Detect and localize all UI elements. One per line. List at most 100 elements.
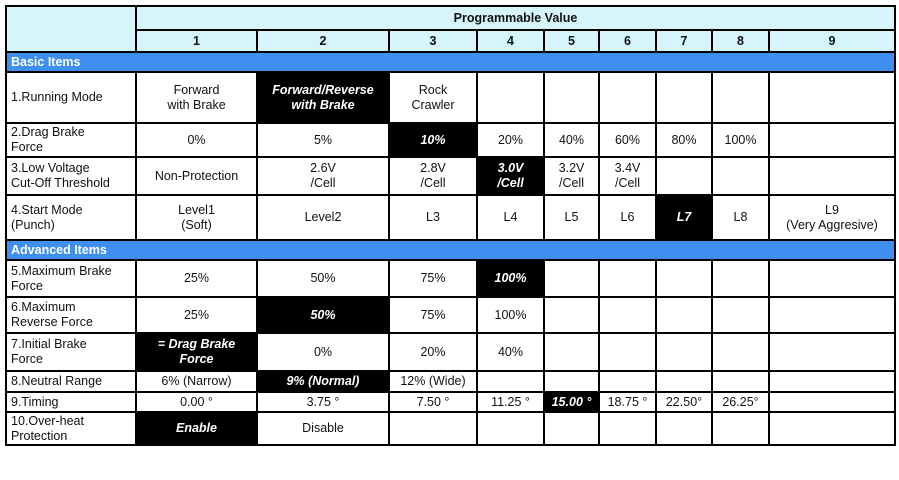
empty-cell (476, 370, 545, 393)
empty-cell (543, 332, 600, 372)
value-cell: L5 (543, 194, 600, 241)
section-row-advanced: Advanced Items (4, 239, 897, 261)
selected-value-cell: L7 (655, 194, 713, 241)
empty-cell (598, 71, 657, 124)
value-cell: 60% (598, 122, 657, 158)
empty-cell (711, 370, 770, 393)
value-cell: Disable (256, 411, 390, 446)
table-row: 8.Neutral Range 6% (Narrow) 9% (Normal) 12%… (5, 370, 897, 393)
empty-cell (655, 296, 713, 334)
empty-cell (598, 259, 657, 298)
value-cell: 40% (476, 332, 545, 372)
empty-cell (767, 332, 897, 372)
empty-cell (655, 332, 713, 372)
table-row: 4.Start Mode (Punch) Level1 (Soft) Level2 L… (5, 194, 897, 241)
value-cell: 3.75 ° (256, 391, 390, 413)
empty-cell (711, 411, 770, 446)
value-cell: 0.00 ° (135, 391, 258, 413)
value-cell: 11.25 ° (476, 391, 545, 413)
empty-cell (711, 296, 770, 334)
column-header-5: 5 (543, 29, 600, 53)
value-cell: 18.75 ° (598, 391, 657, 413)
section-header-advanced: Advanced Items (4, 239, 897, 261)
empty-cell (711, 71, 770, 124)
value-cell: L4 (476, 194, 545, 241)
value-cell: L8 (711, 194, 770, 241)
value-cell: 12% (Wide) (388, 370, 478, 393)
selected-value-cell: 10% (388, 122, 478, 158)
value-cell: Level2 (256, 194, 390, 241)
column-header-6: 6 (598, 29, 657, 53)
empty-cell (388, 411, 478, 446)
value-cell: 20% (476, 122, 545, 158)
row-label: 4.Start Mode (Punch) (5, 194, 137, 241)
table-title: Programmable Value (134, 5, 897, 31)
selected-value-cell: 15.00 ° (543, 391, 600, 413)
value-cell: L6 (598, 194, 657, 241)
empty-cell (655, 71, 713, 124)
empty-cell (543, 370, 600, 393)
row-label: 7.Initial Brake Force (5, 332, 137, 372)
value-cell: Forward with Brake (135, 71, 258, 124)
row-label: 2.Drag Brake Force (5, 122, 137, 158)
empty-cell (655, 259, 713, 298)
column-header-8: 8 (711, 29, 770, 53)
empty-cell (767, 156, 897, 196)
empty-cell (767, 71, 897, 124)
value-cell: 0% (256, 332, 390, 372)
empty-cell (767, 122, 897, 158)
value-cell: Rock Crawler (388, 71, 478, 124)
row-label: 5.Maximum Brake Force (5, 259, 137, 298)
empty-cell (543, 296, 600, 334)
table-row: 1.Running Mode Forward with Brake Forward/… (5, 71, 897, 124)
selected-value-cell: 100% (476, 259, 545, 298)
column-header-4: 4 (476, 29, 545, 53)
value-cell: 26.25° (711, 391, 770, 413)
selected-value-cell: 3.0V /Cell (476, 156, 545, 196)
value-cell: 20% (388, 332, 478, 372)
row-label: 1.Running Mode (5, 71, 137, 124)
column-header-1: 1 (135, 29, 258, 53)
empty-cell (655, 156, 713, 196)
value-cell: 25% (135, 296, 258, 334)
value-cell: Non-Protection (135, 156, 258, 196)
value-cell: 75% (388, 259, 478, 298)
column-header-2: 2 (256, 29, 390, 53)
value-cell: 2.6V /Cell (256, 156, 390, 196)
value-cell: 75% (388, 296, 478, 334)
value-cell: 3.4V /Cell (598, 156, 657, 196)
row-label: 3.Low Voltage Cut-Off Threshold (5, 156, 137, 196)
empty-cell (598, 411, 657, 446)
empty-cell (711, 332, 770, 372)
empty-cell (655, 370, 713, 393)
column-header-7: 7 (655, 29, 713, 53)
table-row: 2.Drag Brake Force 0% 5% 10% 20% 40% 60% 80% 100… (5, 122, 897, 158)
empty-cell (711, 259, 770, 298)
column-header-3: 3 (388, 29, 478, 53)
table-row: 7.Initial Brake Force = Drag Brake Force 0… (5, 332, 897, 372)
empty-cell (598, 332, 657, 372)
value-cell: L9 (Very Aggresive) (767, 194, 897, 241)
selected-value-cell: Enable (135, 411, 258, 446)
value-cell: 22.50° (655, 391, 713, 413)
empty-cell (543, 411, 600, 446)
value-cell: 25% (135, 259, 258, 298)
section-header-basic: Basic Items (4, 51, 897, 73)
selected-value-cell: Forward/Reverse with Brake (256, 71, 390, 124)
table-row: 5.Maximum Brake Force 25% 50% 75% 100% (5, 259, 897, 298)
value-cell: 2.8V /Cell (388, 156, 478, 196)
header-corner (5, 5, 137, 53)
value-cell: 7.50 ° (388, 391, 478, 413)
row-label: 9.Timing (5, 391, 137, 413)
empty-cell (476, 411, 545, 446)
empty-cell (598, 370, 657, 393)
value-cell: 40% (543, 122, 600, 158)
column-header-9: 9 (767, 29, 897, 53)
empty-cell (476, 71, 545, 124)
value-cell: 80% (655, 122, 713, 158)
value-cell: L3 (388, 194, 478, 241)
selected-value-cell: 50% (256, 296, 390, 334)
empty-cell (543, 71, 600, 124)
